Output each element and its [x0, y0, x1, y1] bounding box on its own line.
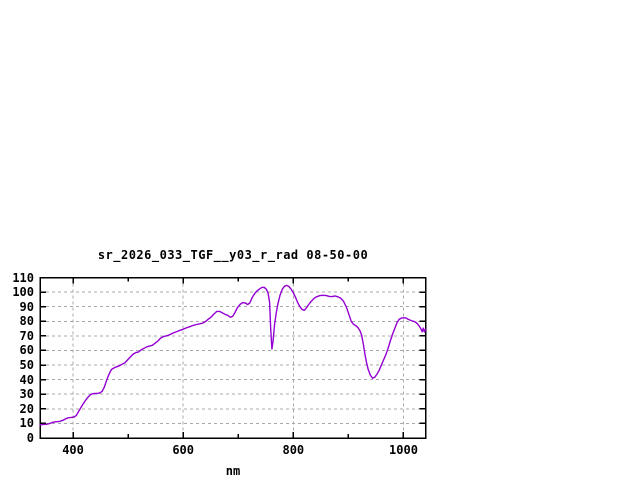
grid-lines: [40, 277, 426, 438]
x-tick-label: 400: [62, 443, 84, 457]
y-tick-label: 70: [19, 328, 34, 343]
y-axis-tick-labels: 0 10 20 30 40 50 60 70 80 90 100 110: [0, 0, 34, 480]
plot-border: [39, 276, 427, 439]
x-axis-tick-labels: 400 600 800 1000: [0, 443, 640, 459]
y-tick-label: 30: [19, 387, 34, 402]
y-tick-label: 100: [12, 285, 34, 300]
y-tick-label: 80: [19, 314, 34, 329]
chart-title: sr_2026_033_TGF__y03_r_rad 08-50-00: [97, 248, 369, 262]
x-tick-label: 1000: [389, 443, 418, 457]
x-tick-label: 800: [282, 443, 305, 457]
x-axis-label: nm: [225, 464, 241, 478]
y-tick-label: 60: [19, 343, 34, 358]
y-tick-label: 40: [19, 372, 34, 387]
y-tick-label: 20: [19, 401, 34, 416]
spectrum-curve: [39, 284, 427, 426]
y-tick-label: 10: [19, 416, 34, 431]
x-tick-label: 600: [172, 443, 195, 457]
y-tick-label: 0: [26, 431, 34, 445]
axis-ticks: [40, 276, 426, 439]
y-tick-label: 50: [19, 358, 34, 373]
y-tick-label: 90: [19, 299, 34, 314]
y-tick-label: 110: [12, 270, 34, 285]
